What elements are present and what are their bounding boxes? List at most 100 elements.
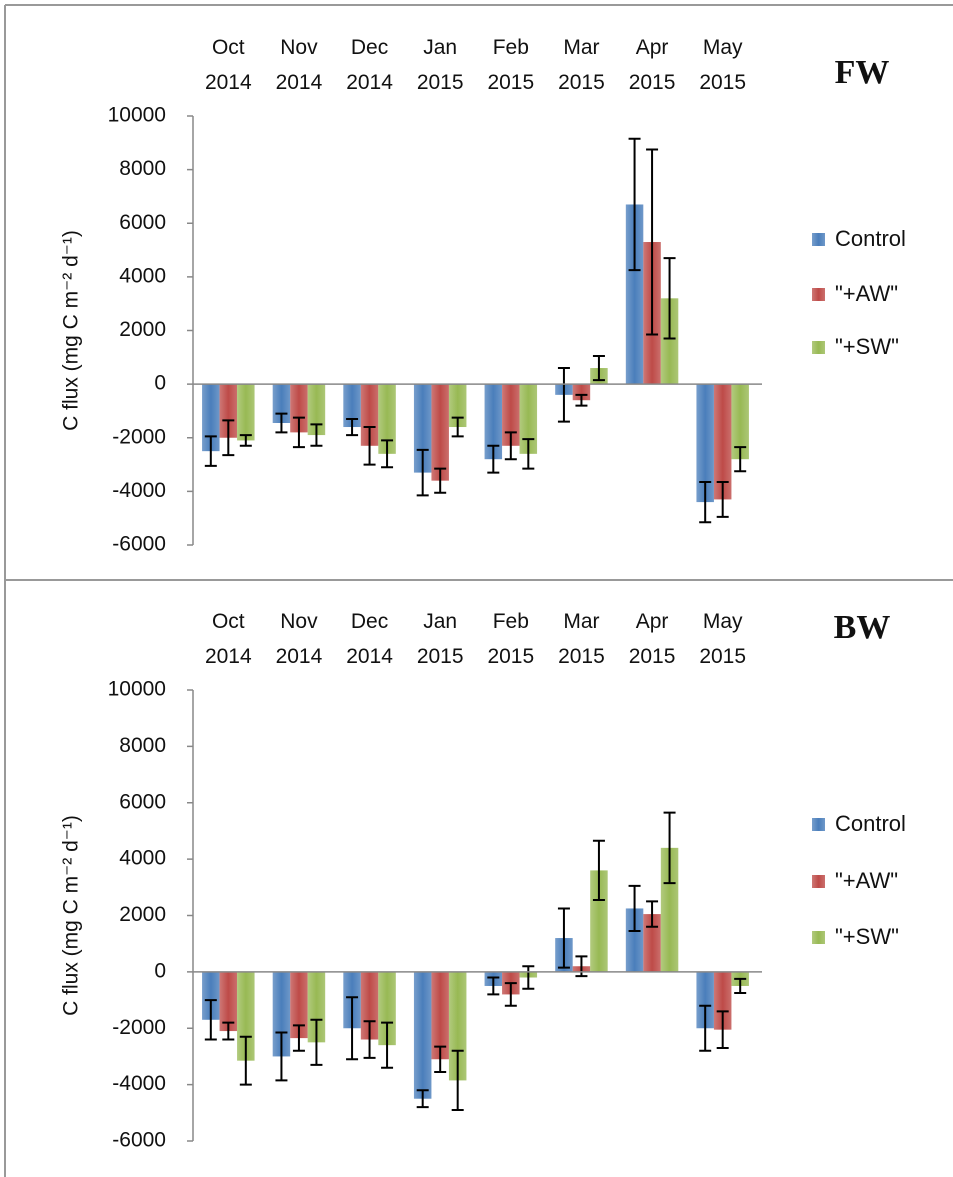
x-tick-label: Mar 2015 [558,610,605,668]
y-tick-label: 2000 [119,318,166,341]
bar [484,384,503,460]
y-tick-label: -2000 [112,425,166,448]
legend-key [812,931,825,944]
error-bar [557,367,570,423]
error-bar [592,839,605,901]
error-bar [699,480,712,524]
chart-title: FW [835,54,890,91]
error-bar [504,431,517,461]
y-tick-label: 6000 [119,790,166,813]
x-tick-label: Apr 2015 [628,36,676,94]
x-tick-label: Oct 2014 [204,610,252,668]
y-tick-label: 4000 [119,847,166,870]
bar [713,971,732,1030]
bar [448,971,467,1081]
legend-key [812,818,825,831]
y-tick-label: 0 [154,959,166,982]
error-bar [275,1031,288,1082]
error-bar [363,1020,376,1059]
y-axis-label: C flux (mg C m⁻² d⁻¹) [60,230,83,431]
error-bar [222,1021,235,1041]
bar [413,971,432,1099]
y-tick-label: -6000 [112,533,166,556]
y-tick-label: 6000 [119,211,166,234]
error-bar [239,434,252,447]
bar [237,971,255,1061]
error-bar [204,435,217,467]
bar [696,971,714,1029]
error-bar [292,1024,305,1052]
y-axis-label: C flux (mg C m⁻² d⁻¹) [60,815,83,1016]
bar [307,384,326,436]
bar [290,384,308,433]
error-bar [522,965,535,990]
error-bar [310,423,323,447]
y-tick-label: -6000 [112,1129,166,1152]
y-tick-label: 10000 [108,678,166,701]
error-bar [204,999,217,1041]
bar [219,971,238,1032]
x-tick-label: Jan 2015 [416,610,464,668]
legend-label: Control [835,811,906,836]
y-tick-label: -2000 [112,1016,166,1039]
x-tick-label: Dec 2014 [346,36,393,94]
x-tick-label: May 2015 [699,36,747,94]
legend-key [812,875,825,888]
bar [502,384,520,446]
x-tick-label: Mar 2015 [558,36,605,94]
bar [307,971,326,1043]
bar [202,971,220,1020]
y-tick-label: 2000 [119,903,166,926]
bar [731,384,749,460]
error-bar [646,900,659,928]
legend-label: "+AW" [835,868,898,893]
error-bar [628,884,641,933]
bar [360,384,379,446]
bar [696,384,714,503]
bar [660,847,679,972]
legend-label: Control [835,226,906,251]
bar [272,971,291,1057]
error-bar [734,977,747,995]
legend-label: "+SW" [835,924,899,949]
bar [290,971,308,1039]
error-bar [416,1089,429,1109]
error-bar [557,907,570,969]
x-tick-label: May 2015 [699,610,747,668]
legend-key [812,233,825,246]
error-bar [487,444,500,474]
error-bar [487,976,500,996]
legend-key [812,341,825,354]
bar [448,384,467,428]
bar [202,384,220,452]
error-bar [628,137,641,272]
bar [590,870,608,972]
x-tick-label: Feb 2015 [487,36,535,94]
chart-title: BW [834,609,891,646]
bar [625,204,644,385]
x-tick-label: Apr 2015 [628,610,676,668]
bar [378,971,396,1046]
bar [431,384,449,481]
error-bar [734,446,747,473]
x-tick-label: Nov 2014 [275,36,323,94]
error-bar [346,996,359,1061]
error-bar [716,480,729,518]
x-tick-label: Dec 2014 [346,610,393,668]
error-bar [575,955,588,978]
bar [713,384,732,500]
error-bar [310,1018,323,1066]
y-tick-label: 8000 [119,157,166,180]
bar [660,298,679,385]
error-bar [292,416,305,449]
legend-label: "+AW" [835,281,898,306]
error-bar [363,426,376,466]
y-tick-label: -4000 [112,479,166,502]
y-tick-label: 8000 [119,734,166,757]
x-tick-label: Oct 2014 [204,36,252,94]
error-bar [239,1035,252,1086]
x-tick-label: Jan 2015 [416,36,464,94]
error-bar [699,1004,712,1052]
y-tick-label: 10000 [108,104,166,127]
